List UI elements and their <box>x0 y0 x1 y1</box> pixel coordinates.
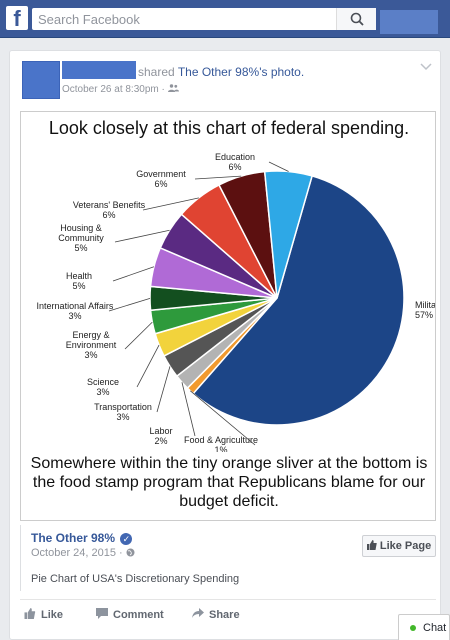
slice-label: Science <box>87 377 119 387</box>
online-dot-icon <box>410 625 416 631</box>
slice-value-label: 2% <box>154 436 167 446</box>
page-name-link[interactable]: The Other 98% <box>31 531 116 545</box>
post-card: shared The Other 98%'s photo. October 26… <box>9 50 441 640</box>
shared-line: shared The Other 98%'s photo. <box>138 65 304 79</box>
shared-prefix: shared <box>138 65 175 79</box>
slice-value-label: 3% <box>84 350 97 360</box>
slice-value-label: 6% <box>154 179 167 189</box>
shared-photo[interactable]: Look closely at this chart of federal sp… <box>20 111 436 521</box>
slice-label: Government <box>136 169 186 179</box>
slice-label: Labor <box>149 426 172 436</box>
photo-caption: Somewhere within the tiny orange sliver … <box>30 455 428 510</box>
original-post-attribution: The Other 98% ✓ October 24, 2015 · Pie C… <box>20 525 436 591</box>
share-label: Share <box>209 609 240 621</box>
like-page-label: Like Page <box>379 540 432 552</box>
leader-line <box>194 175 242 180</box>
leader-line <box>112 266 155 282</box>
shared-photo-link[interactable]: The Other 98%'s photo. <box>177 65 305 79</box>
top-navigation-bar: f <box>0 0 450 38</box>
friends-icon <box>167 84 179 92</box>
original-date[interactable]: October 24, 2015 · <box>31 547 126 559</box>
slice-value-label: 5% <box>72 281 85 291</box>
slice-value-label: 3% <box>68 311 81 321</box>
thumbs-up-icon <box>24 608 36 619</box>
slice-label: International Affairs <box>37 301 114 311</box>
slice-label: Energy & <box>72 330 109 340</box>
leader-line <box>142 197 199 211</box>
verified-badge-icon: ✓ <box>120 532 133 545</box>
like-label: Like <box>41 609 64 621</box>
search-input[interactable] <box>32 8 376 30</box>
leader-line <box>136 344 160 388</box>
author-avatar[interactable] <box>22 61 60 99</box>
slice-label: Transportation <box>94 402 152 412</box>
chat-tab[interactable]: Chat <box>398 614 450 640</box>
chevron-down-icon[interactable] <box>420 63 432 71</box>
post-date: October 26 at 8:30pm · <box>62 84 179 95</box>
share-button[interactable]: Share <box>192 608 240 621</box>
leader-line <box>268 161 289 172</box>
original-date-line: October 24, 2015 · <box>31 547 135 559</box>
search-button[interactable] <box>336 8 376 30</box>
slice-label: Veterans' Benefits <box>73 200 146 210</box>
slice-value-label: 6% <box>228 162 241 172</box>
globe-icon <box>126 548 135 557</box>
slice-label: Environment <box>66 340 117 350</box>
slice-label: Health <box>66 271 92 281</box>
facebook-logo-icon[interactable]: f <box>6 6 28 30</box>
search-icon <box>350 12 364 26</box>
leader-line <box>124 321 153 350</box>
post-actions: Like Comment Share <box>20 599 436 629</box>
leader-line <box>114 229 170 243</box>
slice-value-label: 3% <box>116 412 129 422</box>
thumbs-up-icon <box>366 540 377 550</box>
slice-label: Community <box>58 233 104 243</box>
slice-label: Military <box>415 300 436 310</box>
leader-line <box>156 366 171 413</box>
slice-value-label: 1% <box>214 445 227 452</box>
slice-value-label: 5% <box>74 243 87 253</box>
leader-line <box>190 390 256 446</box>
leader-line <box>108 297 151 312</box>
comment-button[interactable]: Comment <box>96 608 164 621</box>
slice-value-label: 6% <box>102 210 115 220</box>
slice-label: Housing & <box>60 223 102 233</box>
pie-slice-military <box>192 175 405 426</box>
leader-line <box>181 382 196 437</box>
share-icon <box>192 608 204 618</box>
slice-label: Food & Agriculture <box>184 435 258 445</box>
post-timestamp[interactable]: October 26 at 8:30pm · <box>62 84 168 95</box>
page-name-line: The Other 98% ✓ <box>31 531 133 545</box>
profile-shortcut[interactable] <box>380 10 438 34</box>
original-description: Pie Chart of USA's Discretionary Spendin… <box>31 573 240 585</box>
slice-label: Education <box>215 152 255 162</box>
chart-title: Look closely at this chart of federal sp… <box>48 118 410 138</box>
comment-icon <box>96 608 108 619</box>
author-name[interactable] <box>62 61 136 79</box>
comment-label: Comment <box>113 609 164 621</box>
chat-label: Chat <box>423 622 447 634</box>
like-page-button[interactable]: Like Page <box>362 535 436 557</box>
slice-value-label: 3% <box>96 387 109 397</box>
like-button[interactable]: Like <box>24 608 63 621</box>
slice-value-label: 57% <box>415 310 433 320</box>
